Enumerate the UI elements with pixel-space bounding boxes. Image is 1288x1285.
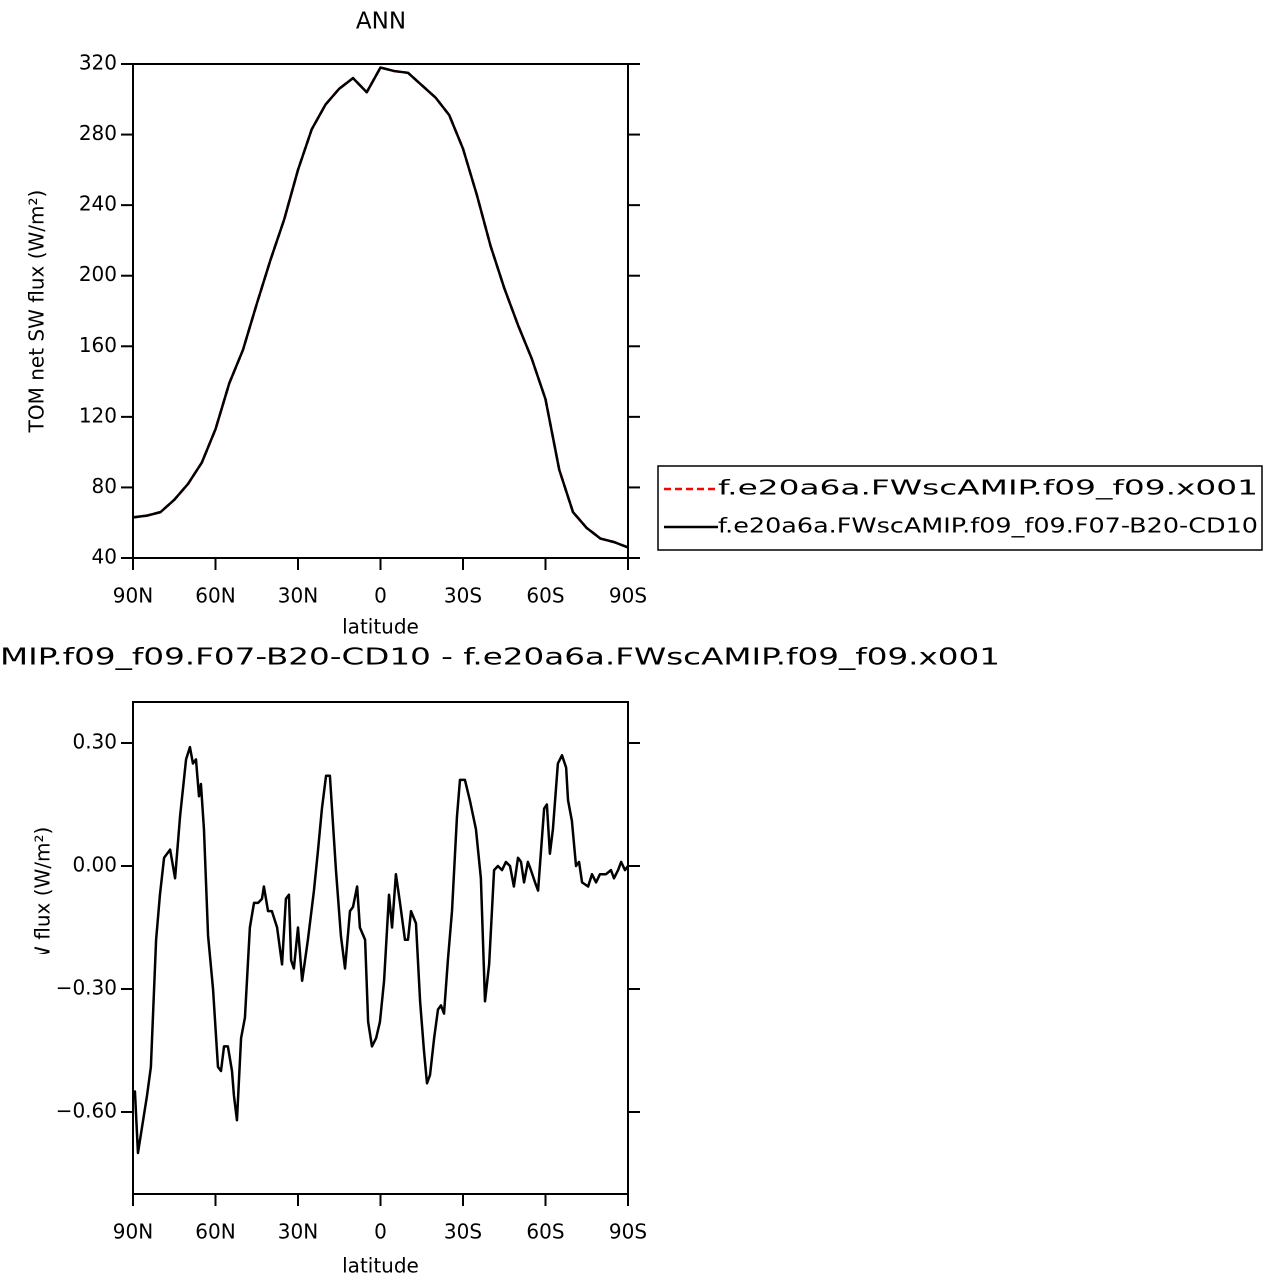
x-tick-label: 30N — [278, 1220, 318, 1244]
x-tick-label: 30N — [278, 584, 318, 608]
y-tick-label: 320 — [79, 51, 117, 75]
x-tick-label: 30S — [444, 1220, 482, 1244]
x-tick-label: 90N — [113, 1220, 153, 1244]
y-axis-label: TOM net SW flux (W/m²) — [25, 190, 49, 434]
x-tick-label: 0 — [374, 584, 387, 608]
y-tick-label: 240 — [79, 192, 117, 216]
data-line — [132, 66, 629, 549]
chart-title: MIP.f09_f09.F07-B20-CD10 - f.e20a6a.FWsc… — [0, 645, 1000, 671]
x-tick-label: 90S — [609, 584, 647, 608]
y-tick-label: 80 — [92, 474, 117, 498]
x-tick-label: 60S — [526, 1220, 564, 1244]
x-tick-label: 90N — [113, 584, 153, 608]
y-tick-label: 0.00 — [72, 853, 117, 877]
x-tick-label: 0 — [374, 1220, 387, 1244]
plot-frame — [132, 63, 629, 559]
legend-box — [657, 465, 1263, 551]
y-tick-label: 0.30 — [72, 730, 117, 754]
plot-frame — [132, 701, 629, 1195]
x-tick-label: 30S — [444, 584, 482, 608]
y-axis-label: TOM net SW flux (W/m²) — [31, 827, 55, 1071]
y-tick-label: 120 — [79, 403, 117, 427]
x-tick-label: 60S — [526, 584, 564, 608]
data-line — [132, 66, 629, 549]
x-tick-label: 90S — [609, 1220, 647, 1244]
y-tick-label: 40 — [92, 545, 117, 569]
x-tick-label: 60N — [195, 584, 235, 608]
x-axis-label: latitude — [342, 1254, 419, 1278]
y-tick-label: 160 — [79, 333, 117, 357]
y-tick-label: −0.30 — [56, 976, 117, 1000]
y-tick-label: 200 — [79, 262, 117, 286]
x-axis-label: latitude — [342, 615, 419, 639]
x-tick-label: 60N — [195, 1220, 235, 1244]
legend-label: f.e20a6a.FWscAMIP.f09_f09.x001 — [718, 476, 1258, 500]
y-tick-label: −0.60 — [56, 1099, 117, 1123]
chart-title: ANN — [356, 9, 406, 35]
data-line — [133, 745, 630, 1155]
y-tick-label: 280 — [79, 121, 117, 145]
legend-label: f.e20a6a.FWscAMIP.f09_f09.F07-B20-CD10 — [718, 514, 1258, 538]
